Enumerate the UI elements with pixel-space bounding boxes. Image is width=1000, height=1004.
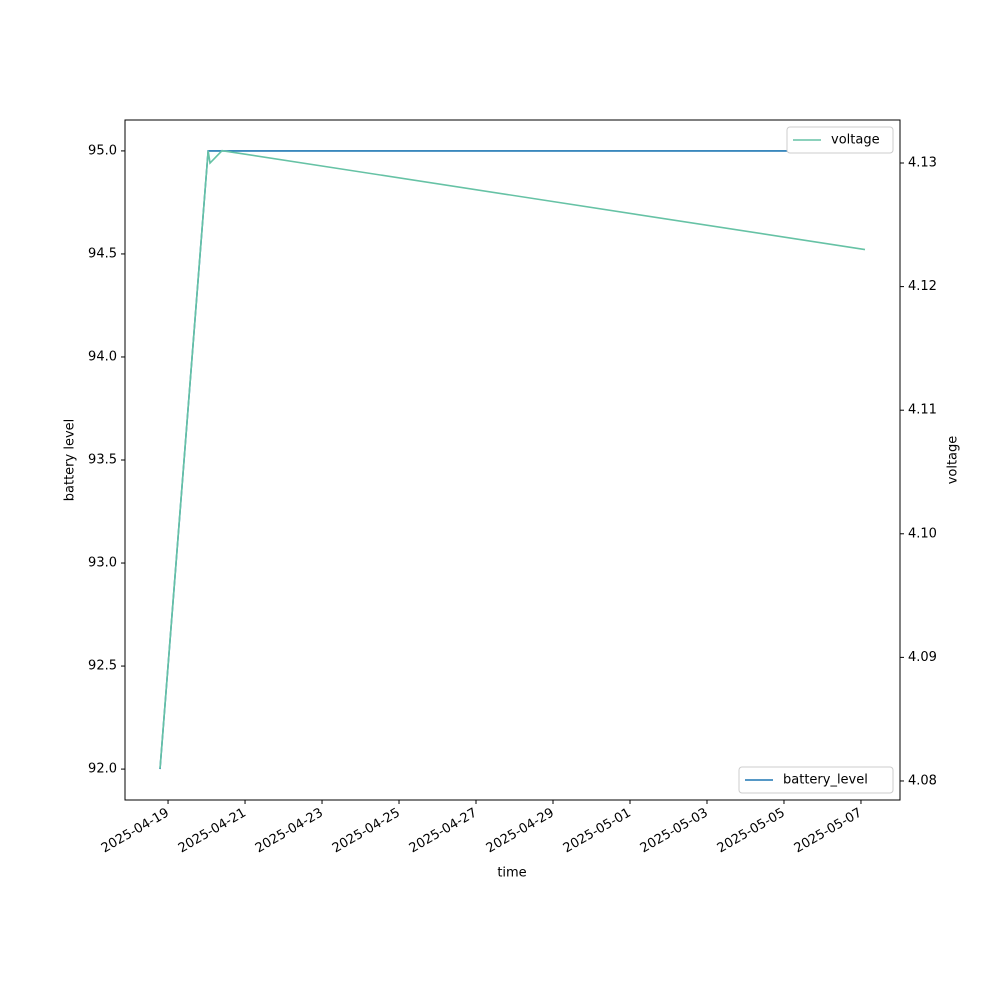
y2-axis-label: voltage xyxy=(946,436,961,485)
y-tick-label: 94.5 xyxy=(88,246,117,261)
y-axis-label: battery level xyxy=(63,419,78,502)
y-tick-label: 95.0 xyxy=(88,143,117,158)
legend-label: battery_level xyxy=(783,773,868,788)
x-tick-label: 2025-04-27 xyxy=(407,806,480,857)
y-tick-label: 92.0 xyxy=(88,762,117,777)
x-tick-label: 2025-05-01 xyxy=(561,806,634,857)
y-tick-label: 93.5 xyxy=(88,453,117,468)
legend-label: voltage xyxy=(831,133,880,148)
x-axis-label: time xyxy=(497,866,526,881)
legend-box xyxy=(786,126,894,154)
x-tick-label: 2025-05-07 xyxy=(792,806,865,857)
x-tick-label: 2025-04-21 xyxy=(176,806,249,857)
y2-tick-label: 4.09 xyxy=(908,650,937,665)
x-tick-label: 2025-04-23 xyxy=(253,806,326,857)
y2-tick-label: 4.11 xyxy=(908,403,937,418)
series-line xyxy=(159,150,865,770)
legend-box xyxy=(738,766,894,794)
x-tick-label: 2025-05-05 xyxy=(715,806,788,857)
series-line xyxy=(159,149,866,769)
y-tick-label: 93.0 xyxy=(88,556,117,571)
y-tick-label: 92.5 xyxy=(88,659,117,674)
y2-tick-label: 4.13 xyxy=(908,156,937,171)
y-tick-label: 94.0 xyxy=(88,349,117,364)
x-tick-label: 2025-04-29 xyxy=(484,806,557,857)
y2-tick-label: 4.12 xyxy=(908,279,937,294)
y2-tick-label: 4.10 xyxy=(908,526,937,541)
plot-frame xyxy=(124,119,901,801)
x-tick-label: 2025-04-25 xyxy=(330,806,403,857)
y2-tick-label: 4.08 xyxy=(908,773,937,788)
x-tick-label: 2025-04-19 xyxy=(99,806,172,857)
x-tick-label: 2025-05-03 xyxy=(638,806,711,857)
